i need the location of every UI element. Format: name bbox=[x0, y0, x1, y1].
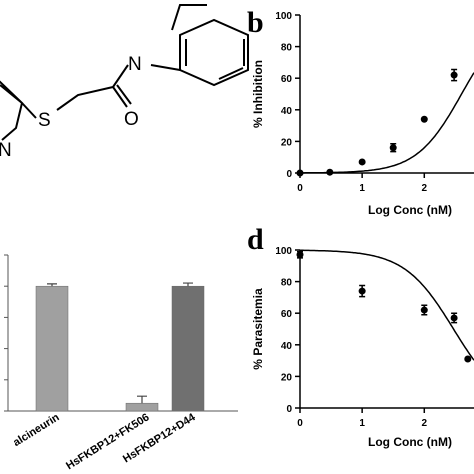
atom-label-n-amide: N bbox=[128, 54, 142, 75]
data-point bbox=[450, 71, 458, 79]
category-label: alcineurin bbox=[11, 411, 62, 449]
bar bbox=[35, 285, 69, 412]
chart-d-y-axis-title: % Parasitemia bbox=[251, 288, 265, 370]
x-tick-label: 1 bbox=[359, 183, 365, 194]
chart-d-x-ticks: 0 1 2 bbox=[297, 408, 428, 429]
y-tick-label: 20 bbox=[281, 372, 293, 383]
y-tick-label: 100 bbox=[275, 11, 292, 22]
chart-b-fit-curve bbox=[300, 72, 474, 174]
data-point bbox=[358, 287, 366, 295]
data-point bbox=[450, 314, 458, 322]
y-tick-label: 80 bbox=[281, 278, 293, 289]
y-tick-label: 40 bbox=[281, 106, 293, 117]
amide-c-n-bond bbox=[112, 64, 129, 88]
benzene-inner-bonds bbox=[185, 39, 245, 80]
chart-d-data-points bbox=[296, 250, 472, 363]
error-bar bbox=[47, 283, 57, 287]
data-point bbox=[296, 169, 304, 177]
x-tick-label: 0 bbox=[297, 418, 303, 429]
chart-b-axes bbox=[299, 15, 474, 174]
bar bbox=[125, 402, 159, 412]
y-tick-label: 60 bbox=[281, 74, 293, 85]
data-point bbox=[326, 168, 334, 176]
chart-b-data-points bbox=[296, 68, 458, 177]
chart-c-error-bars bbox=[47, 282, 193, 404]
chart-d-x-axis-title: Log Conc (nM) bbox=[368, 435, 452, 449]
data-point bbox=[296, 251, 304, 259]
y-tick-label: 100 bbox=[275, 246, 292, 257]
x-tick-label: 2 bbox=[422, 183, 428, 194]
chemical-structure bbox=[0, 4, 249, 141]
chart-b-y-ticks: 0 20 40 60 80 100 bbox=[275, 11, 300, 180]
data-point bbox=[358, 158, 366, 166]
chart-c-y-ticks bbox=[4, 254, 8, 412]
y-tick-label: 40 bbox=[281, 341, 293, 352]
benzene-ring bbox=[179, 18, 249, 87]
atom-label-o: O bbox=[124, 109, 139, 130]
panel-letter-b: b bbox=[247, 6, 264, 39]
carbonyl-bond bbox=[112, 84, 132, 108]
data-point bbox=[420, 115, 428, 123]
x-tick-label: 1 bbox=[359, 418, 365, 429]
chart-d-y-ticks: 0 20 40 60 80 100 bbox=[275, 246, 300, 415]
y-tick-label: 0 bbox=[286, 404, 292, 415]
category-label: HsFKBP12+FK506 bbox=[64, 411, 152, 472]
x-tick-label: 0 bbox=[297, 183, 303, 194]
y-tick-label: 0 bbox=[286, 169, 292, 180]
ethyl-bond bbox=[171, 4, 207, 31]
y-tick-label: 60 bbox=[281, 309, 293, 320]
panel-letter-d: d bbox=[247, 223, 264, 256]
y-tick-label: 80 bbox=[281, 43, 293, 54]
data-point bbox=[420, 306, 428, 314]
chart-d-axes bbox=[299, 250, 474, 409]
ch2-bond bbox=[56, 86, 114, 111]
y-tick-label: 20 bbox=[281, 137, 293, 148]
chart-b-x-ticks: 0 1 2 bbox=[297, 173, 428, 194]
chart-b-x-axis-title: Log Conc (nM) bbox=[368, 203, 452, 217]
x-tick-label: 2 bbox=[422, 418, 428, 429]
amide-n-ring-bond bbox=[150, 64, 181, 71]
triazole-ring bbox=[0, 80, 24, 141]
data-point bbox=[464, 355, 472, 363]
thioether-bond bbox=[21, 102, 37, 119]
atom-label-s: S bbox=[38, 110, 51, 131]
chart-b: 0 20 40 60 80 100 0 1 2 Log Conc (nM) % Inhibit… bbox=[251, 11, 474, 217]
data-point bbox=[389, 144, 397, 152]
bar bbox=[171, 285, 205, 412]
chart-d-fit-curve bbox=[300, 249, 474, 361]
error-bar bbox=[137, 395, 147, 404]
chart-d: 0 20 40 60 80 100 0 1 2 Log Conc (nM) % Parasit… bbox=[251, 246, 474, 449]
chart-b-y-axis-title: % Inhibition bbox=[251, 60, 265, 128]
error-bar bbox=[183, 282, 193, 287]
atom-label-n-triazole: N bbox=[0, 140, 12, 161]
chart-c-bars bbox=[35, 285, 205, 412]
